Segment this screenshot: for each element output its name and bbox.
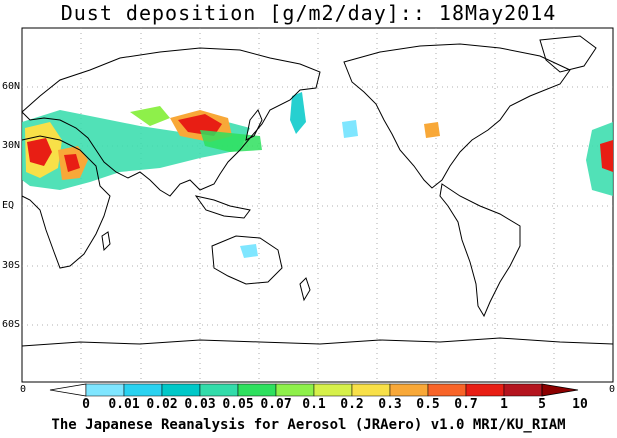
dust-pacific2 <box>342 120 358 138</box>
dust-sahara-max <box>27 138 52 166</box>
lat-label-30s: 30S <box>2 260 21 271</box>
colorbar-tick-label: 0.3 <box>378 397 402 412</box>
footer-caption: The Japanese Reanalysis for Aerosol (JRA… <box>51 417 566 433</box>
lat-label-60n: 60N <box>2 81 21 92</box>
colorbar-tick-label: 0.02 <box>146 397 178 412</box>
colorbar-segment <box>85 383 125 397</box>
colorbar-tick-label: 10 <box>572 397 588 412</box>
colorbar-tick-labels: 0 0.01 0.02 0.03 0.05 0.07 0.1 0.2 0.3 0.5 0.7 1 5 10 <box>0 397 617 413</box>
colorbar-tick-label: 0.1 <box>302 397 326 412</box>
dust-australia <box>240 244 258 258</box>
map-title: Dust deposition [g/m2/day]:: 18May2014 <box>60 1 557 25</box>
colorbar-segment <box>313 383 353 397</box>
colorbar-segment <box>389 383 429 397</box>
lat-label-60s: 60S <box>2 319 21 330</box>
colorbar-tick-label: 0.7 <box>454 397 478 412</box>
colorbar-segment <box>465 383 505 397</box>
dust-arabia-max <box>64 154 80 172</box>
colorbar-tick-label: 0.05 <box>222 397 254 412</box>
colorbar-tick-label: 5 <box>538 397 546 412</box>
colorbar-segment <box>427 383 467 397</box>
dust-gobi-max <box>178 114 222 136</box>
dust-atlantic-core <box>600 140 613 172</box>
colorbar-segment <box>503 383 543 397</box>
colorbar-segment <box>275 383 315 397</box>
lat-label-30n: 30N <box>2 140 21 151</box>
lat-label-eq: EQ <box>2 200 15 211</box>
colorbar-tick-label: 0.01 <box>108 397 140 412</box>
colorbar-segment <box>123 383 163 397</box>
colorbar-edge-left: 0 <box>20 384 27 395</box>
colorbar-tick-label: 0.2 <box>340 397 364 412</box>
colorbar-tick-label: 1 <box>500 397 508 412</box>
colorbar-tick-label: 0.07 <box>260 397 292 412</box>
colorbar-tick-label: 0.5 <box>416 397 440 412</box>
dust-na <box>424 122 440 138</box>
dust-atlantic <box>586 122 613 196</box>
colorbar-tick-label: 0.03 <box>184 397 216 412</box>
colorbar-segment-left-triangle <box>49 383 87 397</box>
dust-taklimakan <box>130 106 170 126</box>
colorbar-segment <box>161 383 201 397</box>
colorbar-segment <box>351 383 391 397</box>
gridlines <box>22 28 613 382</box>
coastlines <box>21 35 614 347</box>
colorbar-segment-right-triangle <box>541 383 579 397</box>
colorbar-segment <box>199 383 239 397</box>
colorbar-tick-label: 0 <box>82 397 90 412</box>
colorbar-edge-right: 0 <box>609 384 616 395</box>
dust-pacific <box>290 92 306 134</box>
colorbar-segment <box>237 383 277 397</box>
